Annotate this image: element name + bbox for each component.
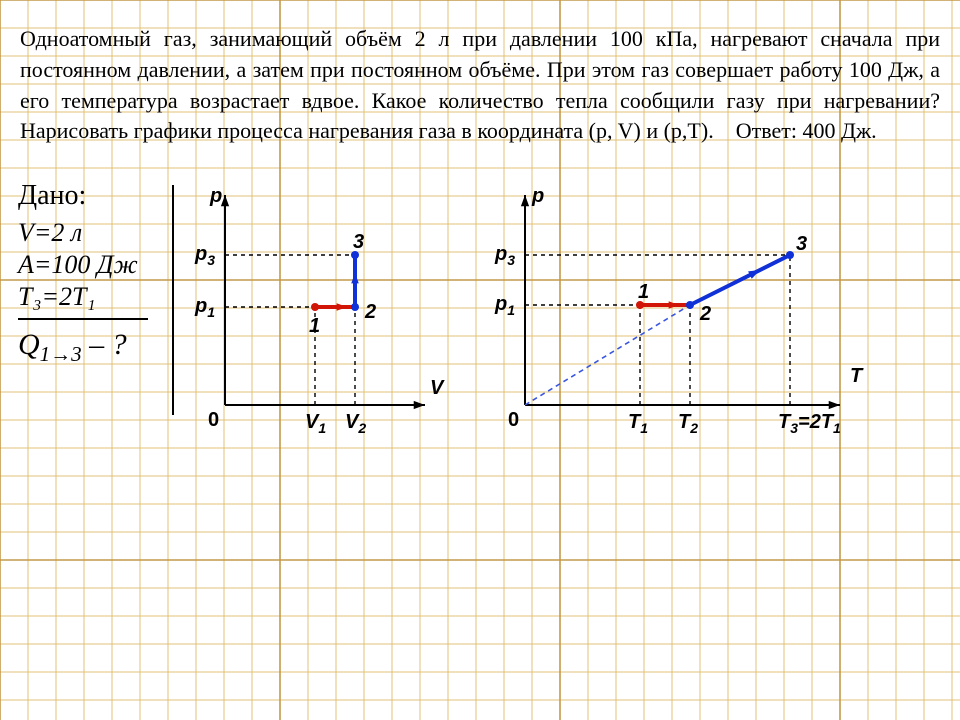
chart-label: p1 <box>195 295 215 320</box>
given-separator <box>172 185 174 415</box>
question: Q1→3 – ? <box>18 328 148 367</box>
given-line: A=100 Дж <box>18 250 148 280</box>
given-line: V=2 л <box>18 218 148 248</box>
chart-pt: p T 0 T1 T2 T3=2T1 p1 p3 1 2 3 <box>490 185 890 445</box>
chart-label: V1 <box>305 411 326 436</box>
chart-label: T3=2T1 <box>778 411 841 436</box>
axis-x-label: V <box>430 377 443 400</box>
origin-label: 0 <box>508 409 519 432</box>
axis-y-label: p <box>532 185 544 208</box>
given-block: Дано: V=2 л A=100 Дж T₃=2T₁ Q1→3 – ? <box>18 180 148 367</box>
chart-label: 2 <box>365 301 376 324</box>
chart-label: V2 <box>345 411 366 436</box>
chart-label: 2 <box>700 303 711 326</box>
chart-label: p3 <box>495 243 515 268</box>
chart-label: p1 <box>495 293 515 318</box>
problem-statement: Одноатомный газ, занимающий объём 2 л пр… <box>20 24 940 147</box>
chart-pv: p V 0 V1 V2 p1 p3 1 2 3 <box>190 185 450 445</box>
chart-label: T2 <box>678 411 698 436</box>
given-header: Дано: <box>18 180 148 212</box>
divider <box>18 318 148 320</box>
chart-label: 1 <box>309 315 320 338</box>
chart-label: 3 <box>796 233 807 256</box>
given-line: T₃=2T₁ <box>18 282 148 312</box>
chart-label: 3 <box>353 231 364 254</box>
chart-label: T1 <box>628 411 648 436</box>
axis-x-label: T <box>850 365 862 388</box>
axis-y-label: p <box>210 185 222 208</box>
origin-label: 0 <box>208 409 219 432</box>
chart-label: p3 <box>195 243 215 268</box>
chart-label: 1 <box>638 281 649 304</box>
